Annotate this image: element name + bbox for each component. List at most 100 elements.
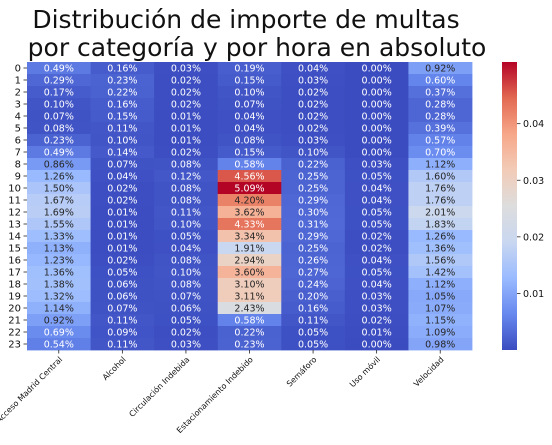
cell-value-label: 0.05%: [362, 267, 392, 278]
heatmap-cell: [217, 338, 282, 351]
cell-value-label: 0.29%: [298, 195, 328, 206]
row-tick-label: 12: [8, 208, 21, 219]
cell-value-label: 0.10%: [298, 147, 328, 158]
cell-value-label: 0.01%: [171, 123, 201, 134]
heatmap-cell: [90, 230, 155, 243]
cell-value-label: 0.15%: [234, 75, 264, 86]
heatmap-cell: [281, 338, 346, 351]
cell-value-label: 0.07%: [234, 99, 264, 110]
heatmap-cell: [154, 74, 219, 87]
cell-value-label: 0.03%: [298, 75, 328, 86]
row-tick-label: 14: [8, 232, 21, 243]
cell-value-label: 1.69%: [44, 207, 74, 218]
row-tick-label: 19: [8, 292, 21, 303]
chart-title-line-2: por categoría y por hora en absoluto: [28, 33, 487, 62]
cell-value-label: 0.06%: [171, 303, 201, 314]
heatmap-cell: [90, 134, 155, 147]
column-tick-label: Velocidad: [412, 355, 446, 389]
cell-value-label: 4.20%: [234, 195, 264, 206]
column-tick-label: Estacionamiento Indebido: [175, 355, 255, 435]
cell-value-label: 0.00%: [362, 123, 392, 134]
heatmap-cell: [344, 122, 409, 135]
cell-value-label: 0.10%: [107, 135, 137, 146]
cell-value-label: 0.15%: [234, 147, 264, 158]
heatmap-cell: [154, 62, 219, 75]
cell-value-label: 0.08%: [234, 135, 264, 146]
heatmap-cell: [281, 134, 346, 147]
heatmap-cell: [217, 266, 282, 279]
heatmap-cell: [408, 314, 473, 327]
heatmap-cell: [27, 170, 91, 183]
cell-value-label: 1.50%: [44, 183, 74, 194]
cell-value-label: 0.08%: [171, 195, 201, 206]
row-tick-label: 4: [15, 112, 21, 123]
heatmap-cell: [217, 194, 282, 207]
heatmap-cell: [408, 254, 473, 267]
row-tick-label: 8: [15, 160, 21, 171]
heatmap-cell: [281, 206, 346, 219]
cell-value-label: 1.07%: [425, 303, 455, 314]
column-tick-label: Circulación Indebida: [127, 354, 192, 419]
heatmap-cell: [27, 98, 91, 111]
cell-value-label: 0.16%: [298, 303, 328, 314]
cell-value-label: 0.17%: [44, 87, 74, 98]
cell-value-label: 0.02%: [298, 87, 328, 98]
cell-value-label: 0.04%: [362, 195, 392, 206]
row-tick-label: 20: [8, 304, 21, 315]
heatmap-cell: [217, 98, 282, 111]
cell-value-label: 3.10%: [234, 279, 264, 290]
cell-value-label: 0.10%: [234, 87, 264, 98]
colorbar-tick-label: 0.04: [523, 119, 544, 130]
heatmap-cell: [217, 290, 282, 303]
cell-value-label: 0.04%: [362, 255, 392, 266]
heatmap-cell: [27, 206, 91, 219]
cell-value-label: 0.01%: [107, 231, 137, 242]
heatmap-cell: [344, 302, 409, 315]
cell-value-label: 0.23%: [234, 339, 264, 350]
heatmap-cell: [408, 146, 473, 159]
cell-value-label: 0.16%: [107, 63, 137, 74]
colorbar-tick-label: 0.01: [523, 289, 544, 300]
cell-value-label: 0.29%: [44, 75, 74, 86]
cell-value-label: 0.08%: [171, 279, 201, 290]
heatmap-cell: [281, 122, 346, 135]
cell-value-label: 1.76%: [425, 183, 455, 194]
cell-value-label: 0.70%: [425, 147, 455, 158]
heatmap-cell: [154, 266, 219, 279]
heatmap-cell: [344, 326, 409, 339]
heatmap-cell: [27, 122, 91, 135]
heatmap-cell: [408, 170, 473, 183]
column-tick-label: Semáforo: [285, 355, 319, 389]
cell-value-label: 0.86%: [44, 159, 74, 170]
heatmap-cell: [344, 158, 409, 171]
heatmap-cell: [90, 266, 155, 279]
heatmap-cell: [217, 86, 282, 99]
cell-value-label: 0.11%: [107, 315, 137, 326]
cell-value-label: 0.01%: [362, 327, 392, 338]
row-tick-label: 6: [15, 136, 21, 147]
cell-value-label: 1.13%: [44, 243, 74, 254]
heatmap-cell: [90, 146, 155, 159]
heatmap-cell: [27, 266, 91, 279]
cell-value-label: 0.11%: [107, 339, 137, 350]
cell-value-label: 0.05%: [298, 339, 328, 350]
cell-value-label: 0.07%: [171, 291, 201, 302]
heatmap-cell: [281, 254, 346, 267]
cell-value-label: 0.37%: [425, 87, 455, 98]
cell-value-label: 0.12%: [171, 171, 201, 182]
cell-value-label: 0.03%: [362, 159, 392, 170]
heatmap-cell: [27, 338, 91, 351]
heatmap-cell: [408, 278, 473, 291]
cell-value-label: 0.57%: [425, 135, 455, 146]
cell-value-label: 0.02%: [362, 243, 392, 254]
cell-value-label: 0.08%: [44, 123, 74, 134]
heatmap-cell: [344, 206, 409, 219]
cell-value-label: 0.26%: [298, 255, 328, 266]
heatmap-cell: [281, 170, 346, 183]
heatmap-cell: [281, 182, 346, 195]
heatmap-cell: [27, 218, 91, 231]
heatmap-cell: [281, 110, 346, 123]
heatmap-cell: [27, 254, 91, 267]
cell-value-label: 0.05%: [171, 231, 201, 242]
cell-value-label: 0.10%: [171, 267, 201, 278]
